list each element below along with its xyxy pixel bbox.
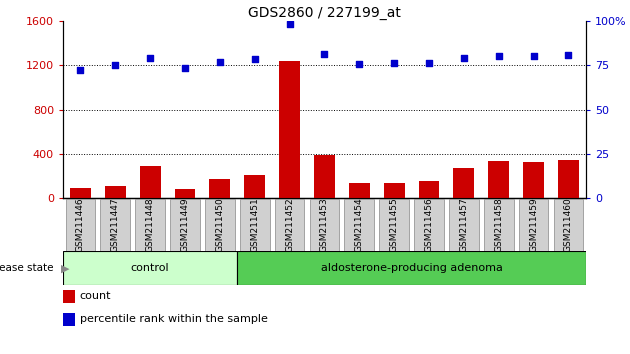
Text: GSM211446: GSM211446 — [76, 198, 85, 252]
Text: GSM211453: GSM211453 — [320, 198, 329, 252]
Point — [389, 61, 399, 66]
Point — [563, 52, 573, 58]
Text: GSM211451: GSM211451 — [250, 198, 259, 252]
Text: aldosterone-producing adenoma: aldosterone-producing adenoma — [321, 263, 503, 273]
Point — [459, 56, 469, 61]
FancyBboxPatch shape — [135, 199, 165, 251]
Point — [180, 65, 190, 71]
Text: GSM211458: GSM211458 — [495, 198, 503, 252]
Text: count: count — [80, 291, 112, 302]
FancyBboxPatch shape — [309, 199, 340, 251]
Text: GSM211450: GSM211450 — [215, 198, 224, 252]
Text: percentile rank within the sample: percentile rank within the sample — [80, 314, 268, 325]
Bar — [140, 166, 161, 198]
FancyBboxPatch shape — [379, 199, 409, 251]
Title: GDS2860 / 227199_at: GDS2860 / 227199_at — [248, 6, 401, 20]
Point — [424, 60, 434, 65]
Point — [354, 61, 364, 67]
Bar — [209, 179, 231, 198]
FancyBboxPatch shape — [240, 199, 270, 251]
Text: GSM211457: GSM211457 — [459, 198, 468, 252]
Text: GSM211460: GSM211460 — [564, 198, 573, 252]
Point — [529, 53, 539, 59]
Point — [319, 51, 329, 57]
Bar — [454, 169, 474, 198]
Bar — [63, 290, 74, 303]
Bar — [523, 162, 544, 198]
Bar — [488, 161, 509, 198]
Text: GSM211456: GSM211456 — [425, 198, 433, 252]
Bar — [244, 175, 265, 198]
Text: GSM211448: GSM211448 — [146, 198, 154, 252]
Text: GSM211449: GSM211449 — [181, 198, 190, 252]
Bar — [238, 251, 586, 285]
Text: GSM211455: GSM211455 — [390, 198, 399, 252]
Text: disease state: disease state — [0, 263, 57, 273]
FancyBboxPatch shape — [518, 199, 549, 251]
Bar — [558, 160, 579, 198]
Point — [145, 55, 155, 61]
Text: GSM211454: GSM211454 — [355, 198, 364, 252]
Point — [285, 21, 295, 27]
Bar — [63, 313, 74, 326]
Text: GSM211452: GSM211452 — [285, 198, 294, 252]
Text: ▶: ▶ — [61, 263, 69, 273]
FancyBboxPatch shape — [100, 199, 130, 251]
Bar — [349, 183, 370, 198]
Point — [215, 59, 225, 65]
Text: GSM211447: GSM211447 — [111, 198, 120, 252]
FancyBboxPatch shape — [414, 199, 444, 251]
Bar — [384, 183, 404, 198]
FancyBboxPatch shape — [205, 199, 235, 251]
Bar — [105, 186, 126, 198]
Bar — [314, 155, 335, 198]
Bar — [279, 61, 300, 198]
Bar — [418, 181, 440, 198]
FancyBboxPatch shape — [449, 199, 479, 251]
Point — [76, 67, 86, 73]
Point — [494, 53, 504, 58]
FancyBboxPatch shape — [275, 199, 304, 251]
Text: control: control — [131, 263, 169, 273]
Bar — [63, 251, 238, 285]
Point — [249, 57, 260, 62]
Point — [110, 63, 120, 68]
FancyBboxPatch shape — [345, 199, 374, 251]
FancyBboxPatch shape — [554, 199, 583, 251]
FancyBboxPatch shape — [66, 199, 95, 251]
Bar — [70, 188, 91, 198]
Bar — [175, 189, 195, 198]
FancyBboxPatch shape — [170, 199, 200, 251]
Text: GSM211459: GSM211459 — [529, 198, 538, 252]
FancyBboxPatch shape — [484, 199, 513, 251]
